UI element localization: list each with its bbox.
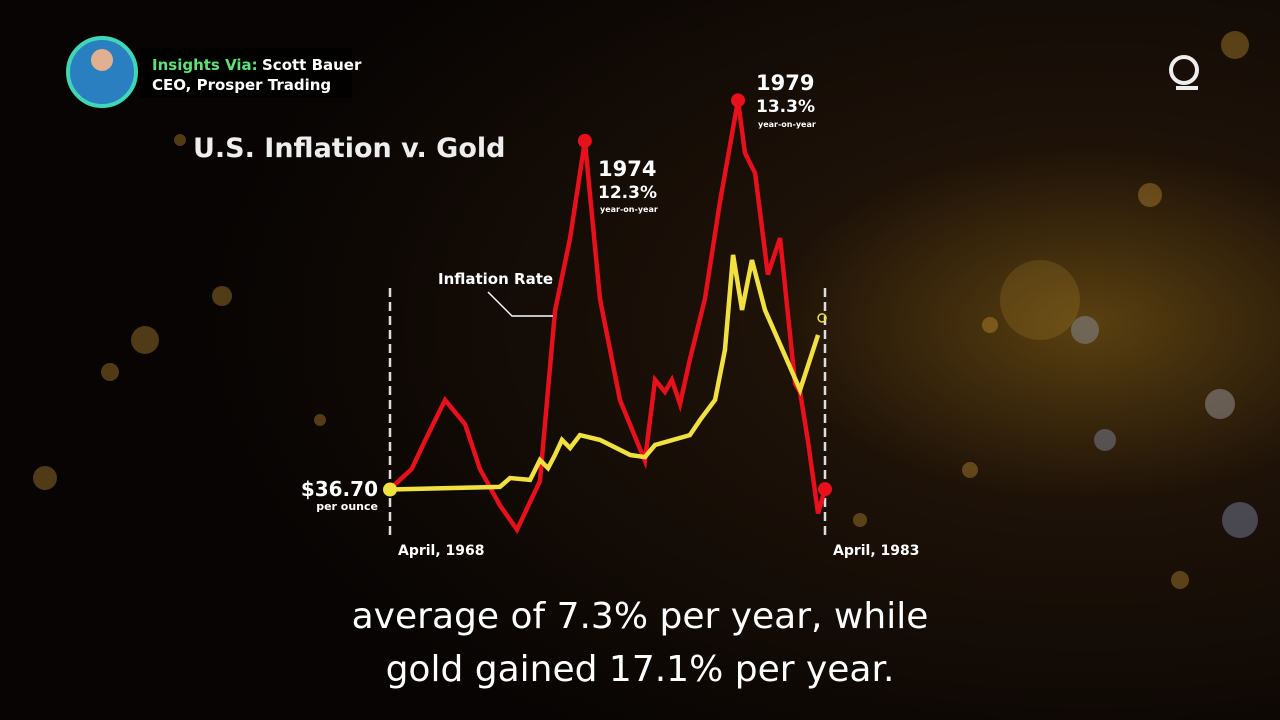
avatar-face bbox=[91, 49, 113, 71]
plot: April, 1968 April, 1983 bbox=[383, 93, 920, 559]
annotation: per ounce bbox=[316, 500, 378, 513]
annotation: 1974 bbox=[598, 157, 656, 181]
annotation: 12.3% bbox=[598, 183, 657, 203]
annotation: year-on-year bbox=[758, 120, 816, 129]
logo bbox=[1169, 55, 1199, 90]
x-tick-label: April, 1968 bbox=[398, 543, 485, 559]
chart-title: U.S. Inflation v. Gold bbox=[193, 133, 505, 164]
annotation: 13.3% bbox=[756, 97, 815, 117]
bokeh bbox=[33, 31, 1258, 589]
end-point bbox=[817, 313, 827, 323]
point bbox=[577, 133, 592, 148]
leader-line bbox=[487, 291, 553, 317]
caption: average of 7.3% per year, while bbox=[352, 596, 929, 637]
point bbox=[383, 482, 397, 497]
series-line bbox=[388, 99, 828, 535]
series-line bbox=[389, 254, 821, 492]
point bbox=[731, 93, 745, 108]
series-label: Inflation Rate bbox=[438, 270, 553, 288]
x-tick-label: April, 1983 bbox=[833, 543, 920, 559]
header-name: Scott Bauer bbox=[262, 56, 362, 74]
header-role: CEO, Prosper Trading bbox=[152, 76, 331, 94]
name-box bbox=[140, 48, 352, 98]
annotation: 1979 bbox=[756, 71, 814, 95]
annotation: year-on-year bbox=[600, 205, 658, 214]
annotation: $36.70 bbox=[301, 477, 378, 501]
header-label: Insights Via: bbox=[152, 56, 258, 74]
caption: gold gained 17.1% per year. bbox=[386, 649, 895, 690]
point bbox=[818, 482, 832, 497]
avatar bbox=[66, 36, 138, 108]
